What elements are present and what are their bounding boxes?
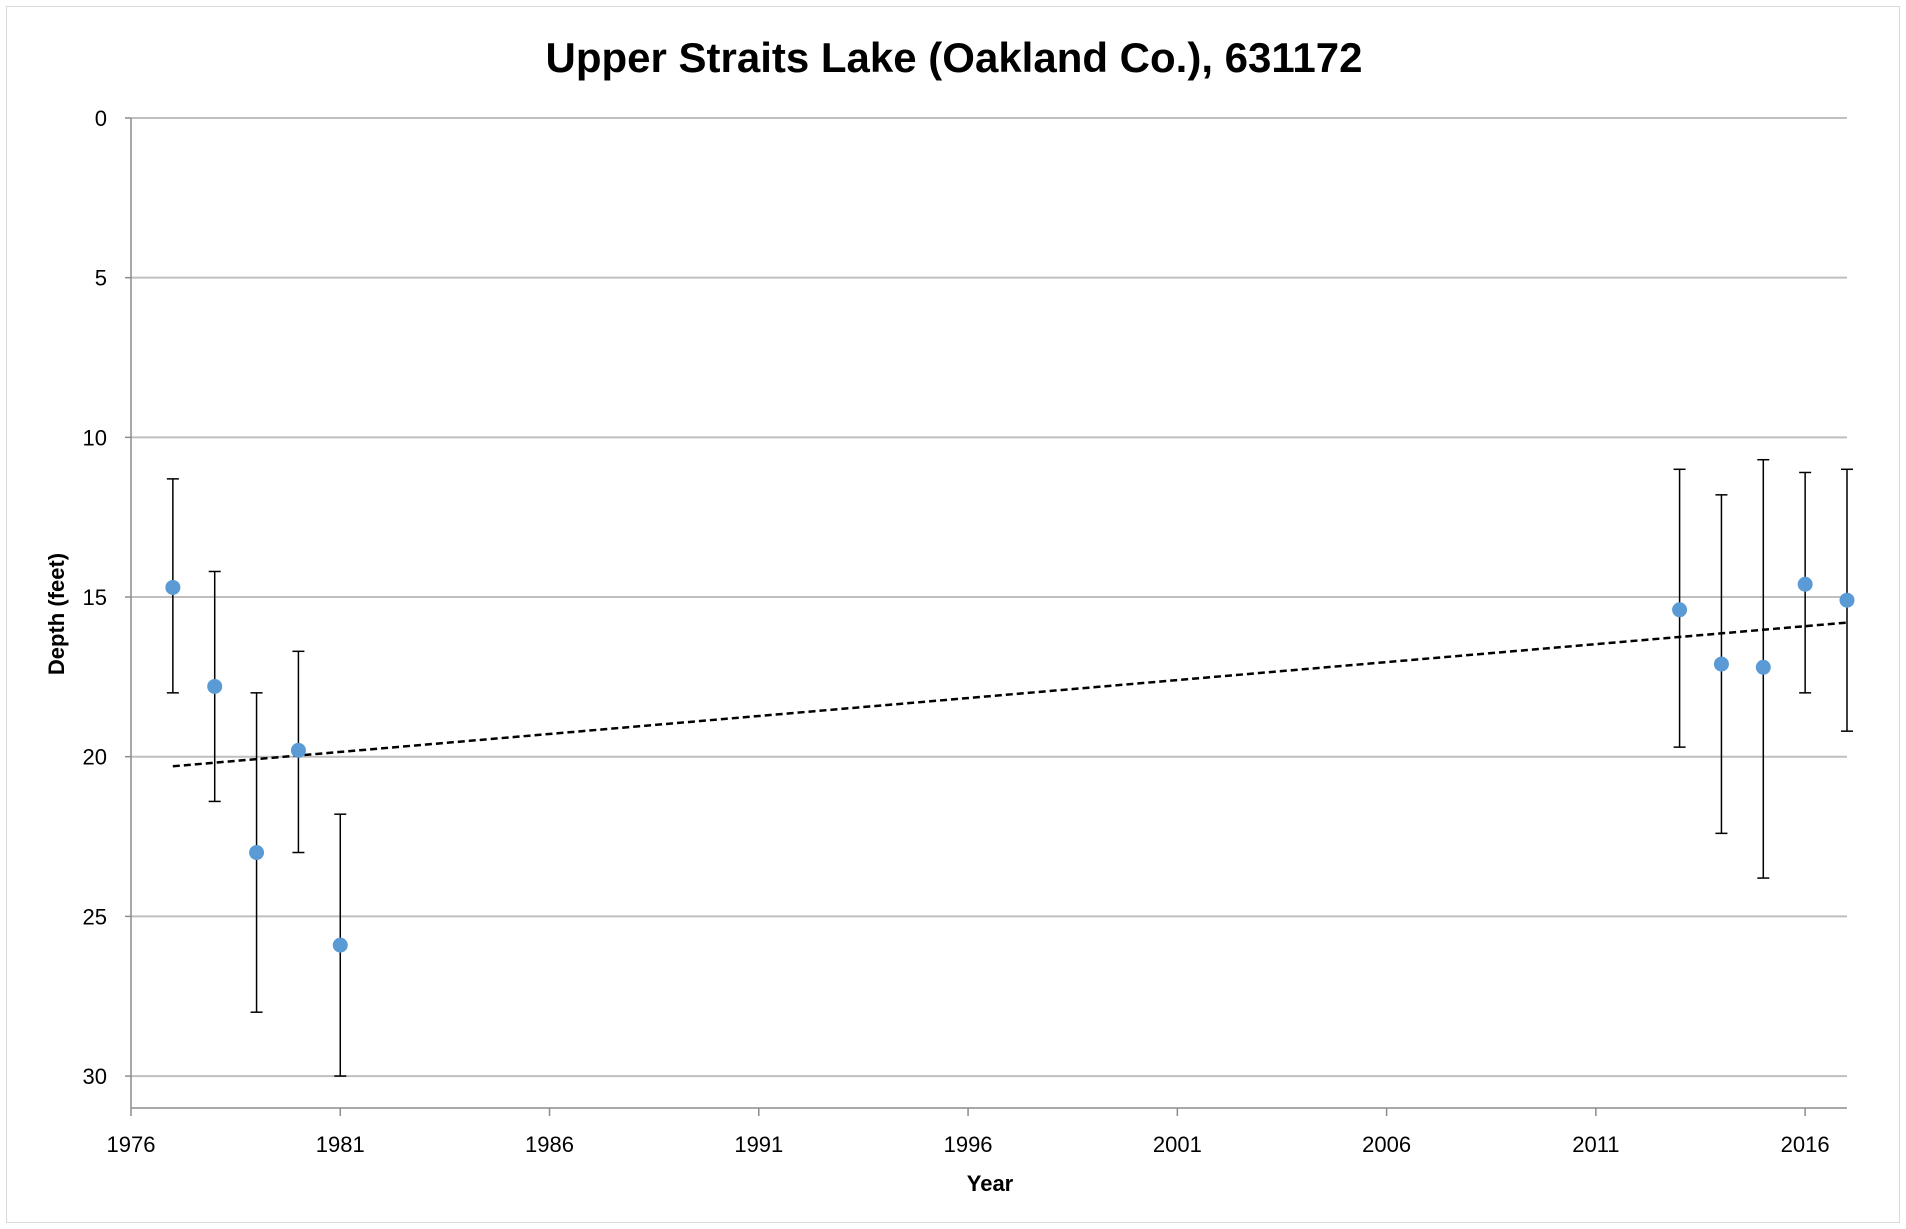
chart-title: Upper Straits Lake (Oakland Co.), 631172 <box>546 34 1363 81</box>
data-point <box>207 678 223 694</box>
axes <box>125 117 1847 1116</box>
y-tick-label: 15 <box>83 585 107 610</box>
y-axis-title: Depth (feet) <box>44 553 69 675</box>
error-bars <box>166 458 1853 1077</box>
data-point <box>165 579 181 595</box>
y-tick-label: 10 <box>83 425 107 450</box>
x-axis-title: Year <box>967 1171 1014 1196</box>
data-point <box>1713 656 1729 672</box>
data-point <box>1672 602 1688 618</box>
data-point <box>1797 576 1813 592</box>
chart-frame <box>6 6 1900 1223</box>
x-tick-label: 1976 <box>107 1132 156 1157</box>
x-tick-label: 2016 <box>1781 1132 1830 1157</box>
x-tick-label: 1986 <box>525 1132 574 1157</box>
data-points <box>165 576 1855 953</box>
y-tick-label: 20 <box>83 745 107 770</box>
x-tick-labels: 1976 1981 1986 1991 1996 2001 2006 2011 2016 <box>107 1132 1830 1157</box>
data-point <box>1839 592 1855 608</box>
x-tick-label: 1996 <box>944 1132 993 1157</box>
data-point <box>290 742 306 758</box>
y-tick-label: 30 <box>83 1064 107 1089</box>
trendline <box>172 621 1848 768</box>
y-tick-label: 5 <box>95 266 107 291</box>
x-tick-label: 2006 <box>1362 1132 1411 1157</box>
y-tick-label: 25 <box>83 904 107 929</box>
x-tick-label: 1991 <box>734 1132 783 1157</box>
y-tick-labels: 0 5 10 15 20 25 30 <box>83 106 107 1089</box>
gridlines <box>131 117 1847 1078</box>
data-point <box>1755 659 1771 675</box>
y-tick-label: 0 <box>95 106 107 131</box>
x-tick-label: 2011 <box>1572 1132 1619 1157</box>
data-point <box>332 937 348 953</box>
trendline-layer <box>172 621 1848 768</box>
x-tick-label: 1981 <box>316 1132 365 1157</box>
x-tick-label: 2001 <box>1153 1132 1202 1157</box>
data-point <box>249 845 265 861</box>
